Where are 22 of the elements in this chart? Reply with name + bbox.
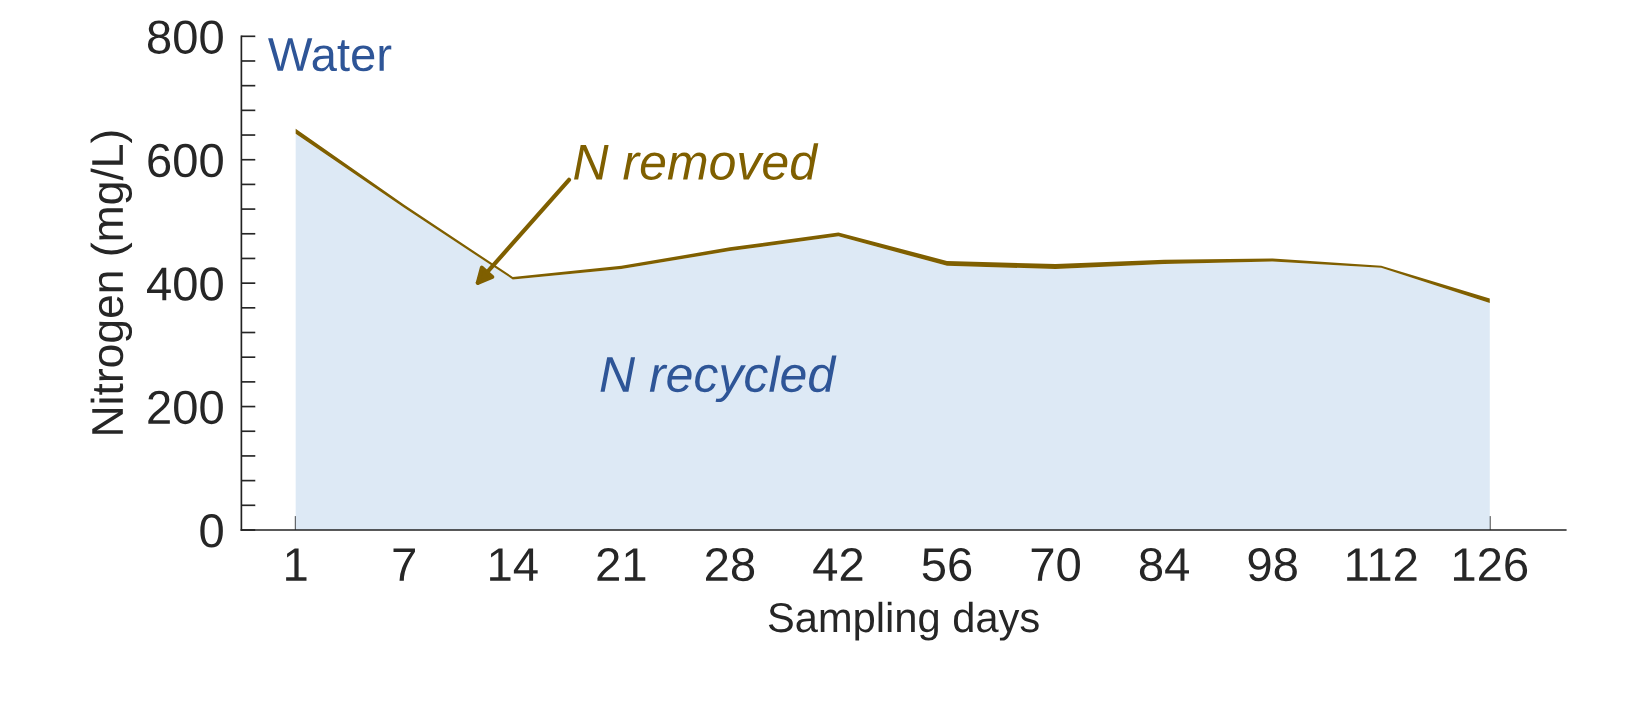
x-tick-label: 56 [922, 547, 972, 582]
x-axis-title: Sampling days [768, 601, 1039, 641]
x-tick-label: 28 [706, 547, 755, 582]
y-tick-label: 600 [148, 143, 223, 178]
x-tick-label: 7 [393, 548, 415, 581]
x-tick-label: 84 [1139, 547, 1189, 582]
y-axis-title: Nitrogen (mg/L) [90, 131, 133, 434]
x-tick-label: 42 [813, 547, 863, 581]
annotation: Water [268, 38, 392, 72]
series-label: N recycled [600, 355, 837, 403]
series-label: N removed [574, 143, 819, 180]
x-tick-label: 98 [1248, 547, 1297, 582]
x-tick-label: 14 [490, 548, 538, 581]
y-tick-label: 200 [148, 390, 223, 425]
x-tick-label: 1 [286, 548, 307, 581]
x-tick-label: 126 [1453, 547, 1528, 582]
x-tick-label: 112 [1347, 547, 1417, 581]
y-tick-label: 400 [147, 267, 223, 301]
y-tick-label: 0 [200, 514, 223, 548]
y-tick-label: 800 [147, 20, 223, 54]
x-tick-label: 21 [597, 547, 646, 581]
x-tick-label: 70 [1031, 547, 1080, 582]
